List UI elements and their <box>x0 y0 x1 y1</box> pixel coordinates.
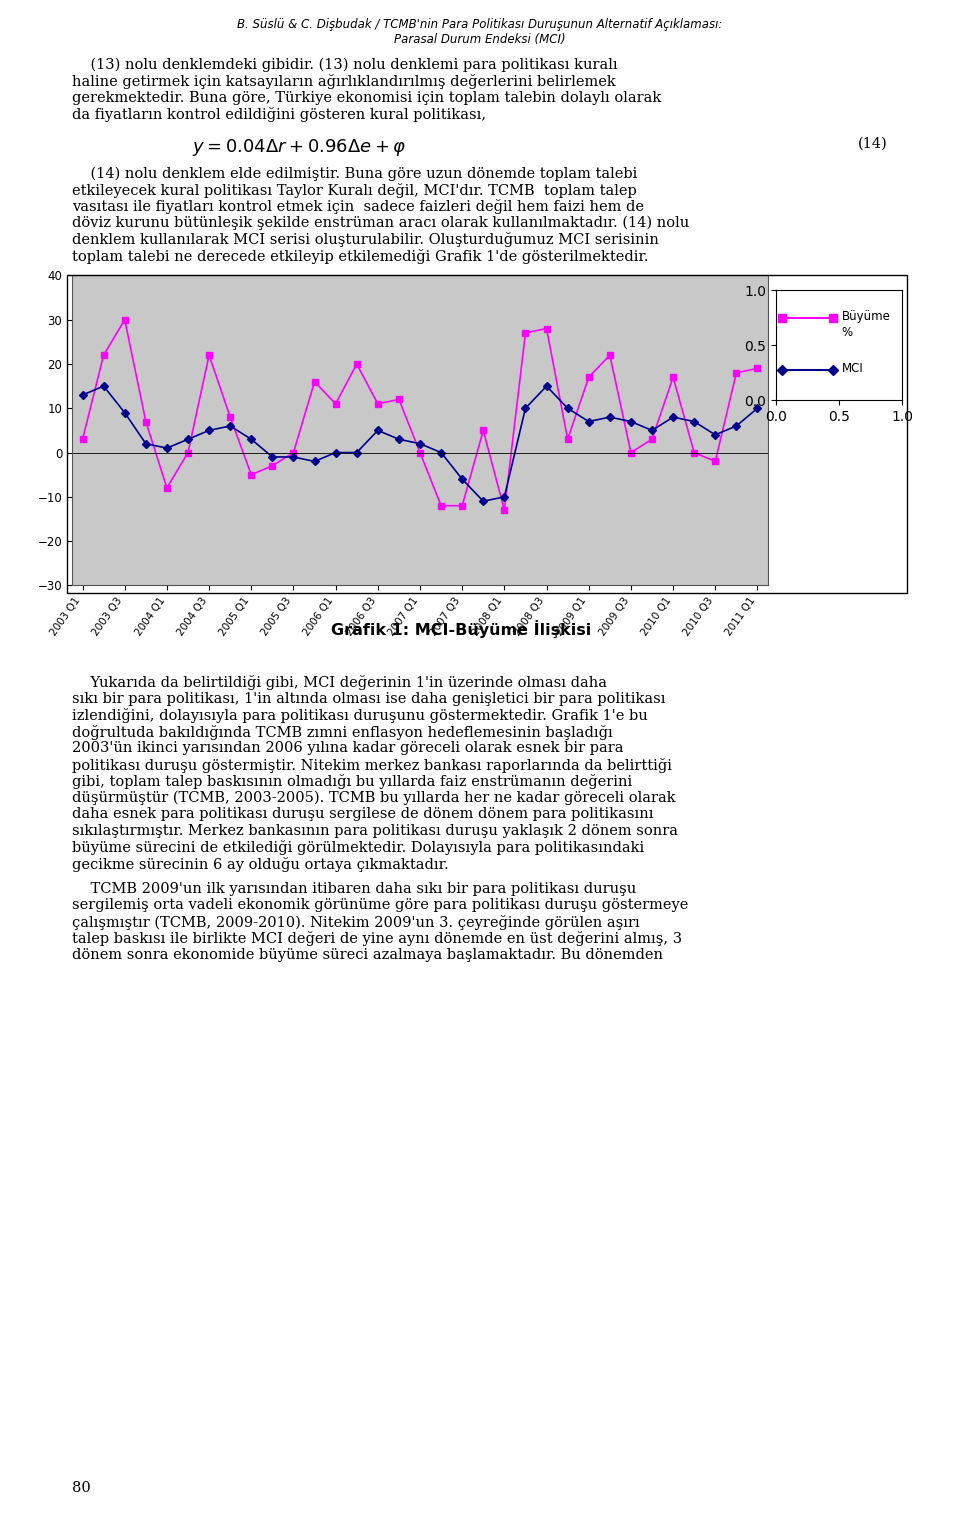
Text: B. Süslü & C. Dişbudak / TCMB'nin Para Politikası Duruşunun Alternatif Açıklamas: B. Süslü & C. Dişbudak / TCMB'nin Para P… <box>237 18 723 30</box>
Text: 2003'ün ikinci yarısından 2006 yılına kadar göreceli olarak esnek bir para: 2003'ün ikinci yarısından 2006 yılına ka… <box>72 741 623 755</box>
Text: gecikme sürecinin 6 ay olduğu ortaya çıkmaktadır.: gecikme sürecinin 6 ay olduğu ortaya çık… <box>72 856 448 871</box>
Text: izlendiğini, dolayısıyla para politikası duruşunu göstermektedir. Grafik 1'e bu: izlendiğini, dolayısıyla para politikası… <box>72 708 648 723</box>
Text: $y = 0.04\Delta r + 0.96\Delta e + \varphi$: $y = 0.04\Delta r + 0.96\Delta e + \varp… <box>192 136 406 157</box>
Text: denklem kullanılarak MCI serisi oluşturulabilir. Oluşturduğumuz MCI serisinin: denklem kullanılarak MCI serisi oluşturu… <box>72 233 659 248</box>
Text: da fiyatların kontrol edildiğini gösteren kural politikası,: da fiyatların kontrol edildiğini göstere… <box>72 107 486 123</box>
Text: doğrultuda bakıldığında TCMB zımni enflasyon hedeflemesinin başladığı: doğrultuda bakıldığında TCMB zımni enfla… <box>72 725 612 740</box>
Text: (14) nolu denklem elde edilmiştir. Buna göre uzun dönemde toplam talebi: (14) nolu denklem elde edilmiştir. Buna … <box>72 166 637 182</box>
Text: vasıtası ile fiyatları kontrol etmek için  sadece faizleri değil hem faizi hem d: vasıtası ile fiyatları kontrol etmek içi… <box>72 200 644 215</box>
Text: gerekmektedir. Buna göre, Türkiye ekonomisi için toplam talebin dolaylı olarak: gerekmektedir. Buna göre, Türkiye ekonom… <box>72 91 661 104</box>
Text: etkileyecek kural politikası Taylor Kuralı değil, MCI'dır. TCMB  toplam talep: etkileyecek kural politikası Taylor Kura… <box>72 183 636 198</box>
Text: döviz kurunu bütünleşik şekilde enstrüman aracı olarak kullanılmaktadır. (14) no: döviz kurunu bütünleşik şekilde enstrüma… <box>72 216 689 230</box>
Text: dönem sonra ekonomide büyüme süreci azalmaya başlamaktadır. Bu dönemden: dönem sonra ekonomide büyüme süreci azal… <box>72 947 663 962</box>
Text: haline getirmek için katsayıların ağırlıklandırılmış değerlerini belirlemek: haline getirmek için katsayıların ağırlı… <box>72 74 615 89</box>
Text: MCI: MCI <box>842 362 863 375</box>
Text: sergilemiş orta vadeli ekonomik görünüme göre para politikası duruşu göstermeye: sergilemiş orta vadeli ekonomik görünüme… <box>72 899 688 912</box>
Text: TCMB 2009'un ilk yarısından itibaren daha sıkı bir para politikası duruşu: TCMB 2009'un ilk yarısından itibaren dah… <box>72 882 636 896</box>
Text: Grafik 1: MCI-Büyüme İlişkisi: Grafik 1: MCI-Büyüme İlişkisi <box>330 620 591 638</box>
Text: politikası duruşu göstermiştir. Nitekim merkez bankası raporlarında da belirttiğ: politikası duruşu göstermiştir. Nitekim … <box>72 758 672 773</box>
Text: Büyüme: Büyüme <box>842 310 891 324</box>
Text: sıkılaştırmıştır. Merkez bankasının para politikası duruşu yaklaşık 2 dönem sonr: sıkılaştırmıştır. Merkez bankasının para… <box>72 825 678 838</box>
Text: talep baskısı ile birlikte MCI değeri de yine aynı dönemde en üst değerini almış: talep baskısı ile birlikte MCI değeri de… <box>72 930 683 946</box>
Text: gibi, toplam talep baskısının olmadığı bu yıllarda faiz enstrümanın değerini: gibi, toplam talep baskısının olmadığı b… <box>72 775 633 790</box>
Text: (14): (14) <box>858 136 888 151</box>
Text: (13) nolu denklemdeki gibidir. (13) nolu denklemi para politikası kuralı: (13) nolu denklemdeki gibidir. (13) nolu… <box>72 57 617 73</box>
Text: sıkı bir para politikası, 1'in altında olması ise daha genişletici bir para poli: sıkı bir para politikası, 1'in altında o… <box>72 691 665 707</box>
Text: Parasal Durum Endeksi (MCI): Parasal Durum Endeksi (MCI) <box>395 33 565 45</box>
Text: büyüme sürecini de etkilediği görülmektedir. Dolayısıyla para politikasındaki: büyüme sürecini de etkilediği görülmekte… <box>72 840 644 855</box>
Text: 80: 80 <box>72 1481 91 1495</box>
Text: düşürmüştür (TCMB, 2003-2005). TCMB bu yıllarda her ne kadar göreceli olarak: düşürmüştür (TCMB, 2003-2005). TCMB bu y… <box>72 791 676 805</box>
Text: daha esnek para politikası duruşu sergilese de dönem dönem para politikasını: daha esnek para politikası duruşu sergil… <box>72 808 654 822</box>
Text: çalışmıştır (TCMB, 2009-2010). Nitekim 2009'un 3. çeyreğinde görülen aşırı: çalışmıştır (TCMB, 2009-2010). Nitekim 2… <box>72 915 639 929</box>
Text: toplam talebi ne derecede etkileyip etkilemediği Grafik 1'de gösterilmektedir.: toplam talebi ne derecede etkileyip etki… <box>72 250 649 263</box>
Text: Yukarıda da belirtildiği gibi, MCI değerinin 1'in üzerinde olması daha: Yukarıda da belirtildiği gibi, MCI değer… <box>72 675 607 690</box>
Text: %: % <box>842 325 852 339</box>
